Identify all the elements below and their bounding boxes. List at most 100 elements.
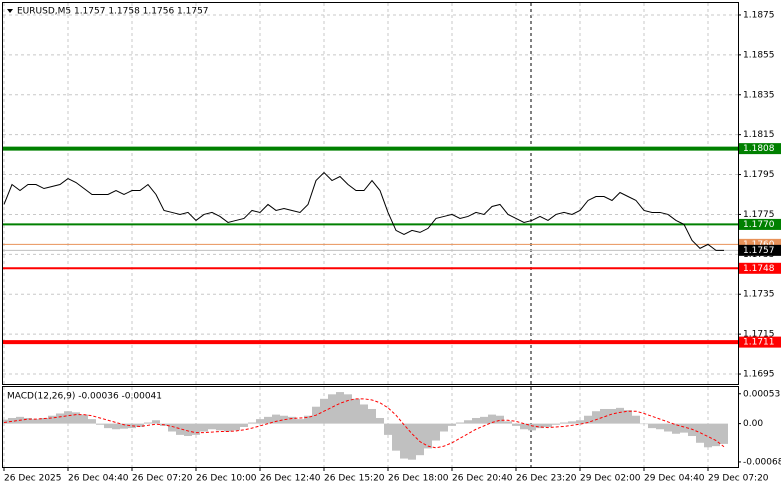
macd-bar bbox=[104, 423, 112, 429]
macd-bar bbox=[408, 423, 416, 460]
y-tick-label: 1.1695 bbox=[743, 370, 775, 380]
x-tick-label: 29 Dec 04:40 bbox=[644, 474, 705, 484]
macd-bar bbox=[120, 423, 128, 429]
x-tick-label: 26 Dec 2025 bbox=[4, 474, 62, 484]
macd-bar bbox=[712, 423, 720, 447]
macd-bar bbox=[208, 423, 216, 430]
y-tick-label: 0.00 bbox=[743, 419, 763, 429]
macd-bar bbox=[672, 423, 680, 434]
macd-bar bbox=[344, 394, 352, 424]
x-tick-label: 26 Dec 04:40 bbox=[68, 474, 129, 484]
menu-arrow[interactable] bbox=[7, 9, 13, 13]
macd-bar bbox=[432, 423, 440, 441]
macd-bar bbox=[616, 407, 624, 424]
macd-bar bbox=[384, 423, 392, 435]
macd-bar bbox=[176, 423, 184, 435]
macd-bar bbox=[280, 415, 288, 424]
macd-bar bbox=[544, 423, 552, 427]
macd-bar bbox=[504, 421, 512, 424]
macd-bar bbox=[152, 420, 160, 424]
price-level-label: 1.1808 bbox=[743, 144, 775, 154]
macd-bar bbox=[288, 416, 296, 424]
macd-bar bbox=[328, 394, 336, 424]
macd-bar bbox=[304, 415, 312, 424]
macd-bar bbox=[632, 415, 640, 424]
price-level-label: 1.1770 bbox=[743, 220, 775, 230]
price-level-tag bbox=[739, 218, 781, 230]
price-level-tag bbox=[739, 244, 781, 256]
y-tick-label: 1.1835 bbox=[743, 90, 775, 100]
macd-bar bbox=[536, 423, 544, 429]
macd-bar bbox=[248, 422, 256, 424]
macd-bar bbox=[448, 423, 456, 426]
x-tick-label: 26 Dec 18:00 bbox=[388, 474, 449, 484]
macd-bar bbox=[592, 411, 600, 424]
y-tick-label: 1.1815 bbox=[743, 130, 775, 140]
macd-bar bbox=[80, 414, 88, 424]
macd-bar bbox=[560, 422, 568, 424]
macd-bar bbox=[480, 416, 488, 424]
price-level-tag bbox=[739, 143, 781, 155]
price-level-tag bbox=[739, 336, 781, 348]
macd-bar bbox=[496, 415, 504, 424]
macd-bar bbox=[32, 419, 40, 424]
macd-bar bbox=[96, 423, 104, 425]
macd-bar bbox=[528, 423, 536, 431]
macd-bar bbox=[568, 421, 576, 424]
macd-bar bbox=[696, 423, 704, 443]
macd-bar bbox=[440, 423, 448, 432]
macd-bar bbox=[272, 414, 280, 424]
macd-bar bbox=[512, 423, 520, 426]
x-tick-label: 26 Dec 20:40 bbox=[452, 474, 513, 484]
macd-bar bbox=[128, 423, 136, 429]
y-tick-label: 1.1855 bbox=[743, 50, 775, 60]
macd-bar bbox=[576, 420, 584, 424]
macd-bar bbox=[8, 417, 16, 424]
macd-bar bbox=[200, 423, 208, 432]
signal-line bbox=[3, 398, 725, 449]
y-tick-label: -0.00068 bbox=[743, 457, 781, 467]
macd-bar bbox=[600, 408, 608, 424]
macd-bar bbox=[680, 423, 688, 433]
macd-bar bbox=[392, 423, 400, 451]
price-pane bbox=[2, 2, 739, 385]
macd-bar bbox=[3, 419, 8, 424]
x-tick-label: 29 Dec 02:00 bbox=[580, 474, 641, 484]
macd-bar bbox=[456, 422, 464, 424]
macd-bar bbox=[40, 417, 48, 424]
macd-bar bbox=[368, 408, 376, 424]
macd-bar bbox=[72, 412, 80, 424]
macd-bar bbox=[256, 419, 264, 424]
price-level-label: 1.1748 bbox=[743, 264, 775, 274]
macd-bar bbox=[264, 416, 272, 424]
y-tick-label: 1.1735 bbox=[743, 290, 775, 300]
macd-bar bbox=[488, 414, 496, 424]
macd-bar bbox=[224, 423, 232, 432]
macd-bar bbox=[48, 415, 56, 424]
macd-bar bbox=[472, 417, 480, 424]
macd-bar bbox=[136, 423, 144, 427]
macd-bar bbox=[688, 423, 696, 437]
macd-bar bbox=[704, 423, 712, 448]
macd-bar bbox=[88, 419, 96, 424]
price-level-label: 1.1757 bbox=[743, 246, 775, 256]
y-tick-label: 1.1795 bbox=[743, 170, 775, 180]
x-tick-label: 26 Dec 23:20 bbox=[516, 474, 577, 484]
macd-bar bbox=[192, 423, 200, 435]
macd-bar bbox=[400, 423, 408, 459]
chart-title: EURUSD,M5 1.1757 1.1758 1.1756 1.1757 bbox=[17, 7, 209, 17]
macd-bar bbox=[648, 423, 656, 429]
macd-bar bbox=[24, 417, 32, 424]
macd-bar bbox=[640, 423, 648, 425]
macd-bar bbox=[232, 423, 240, 431]
macd-bar bbox=[240, 423, 248, 427]
macd-bar bbox=[112, 423, 120, 430]
y-tick-label: 1.1775 bbox=[743, 210, 775, 220]
y-tick-label: 1.1715 bbox=[743, 330, 775, 340]
macd-bar bbox=[376, 417, 384, 424]
macd-bar bbox=[656, 423, 664, 430]
macd-bar bbox=[584, 415, 592, 424]
price-level-tag bbox=[739, 262, 781, 274]
macd-bar bbox=[720, 423, 728, 444]
